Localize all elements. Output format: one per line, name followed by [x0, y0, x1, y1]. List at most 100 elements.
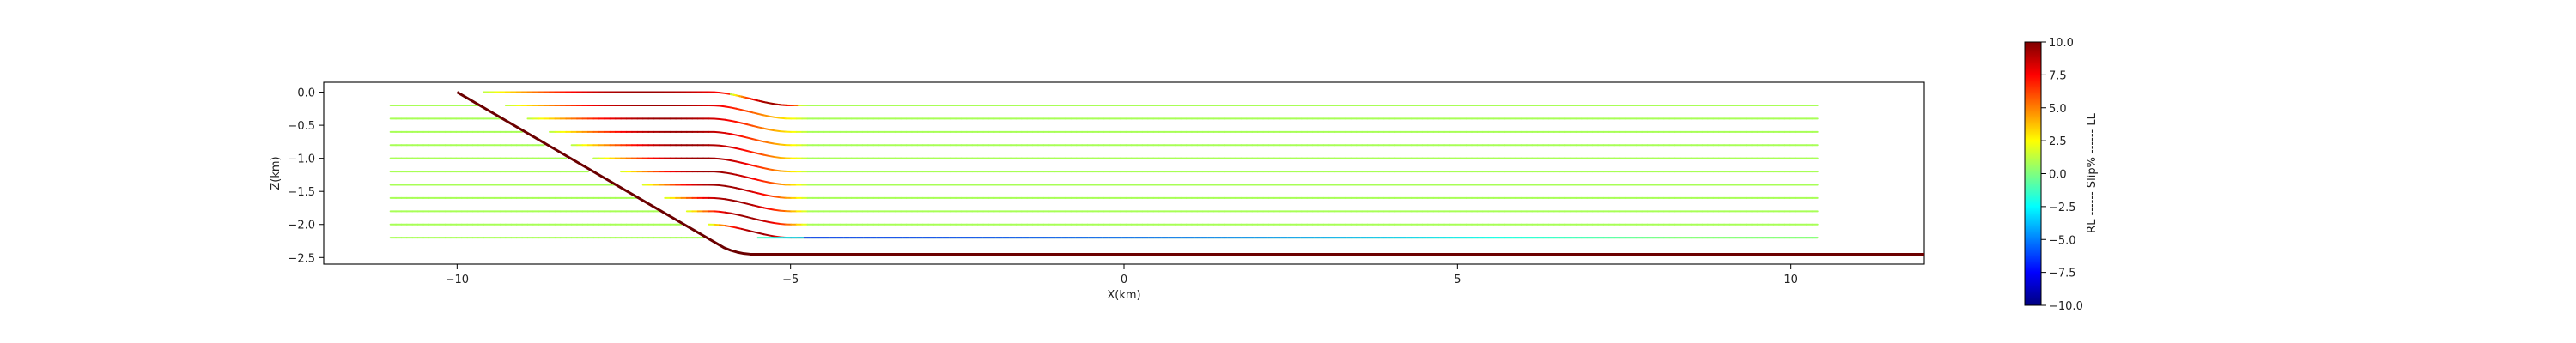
- y-tick-label: −1.0: [288, 153, 315, 166]
- horizon-segment: [730, 226, 738, 229]
- horizon-segment: [768, 129, 776, 132]
- horizon-segment: [756, 205, 765, 209]
- horizon-line: [389, 91, 1819, 106]
- horizon-segment: [719, 131, 726, 135]
- x-axis-label: X(km): [1107, 289, 1140, 302]
- horizon-segment: [762, 233, 770, 237]
- horizon-segment: [768, 141, 776, 145]
- horizon-segment: [779, 170, 787, 172]
- horizon-segment: [774, 222, 781, 226]
- horizon-segment: [774, 196, 781, 199]
- colorbar-tick-label: 2.5: [2049, 135, 2067, 148]
- colorbar-tick-label: 7.5: [2049, 69, 2067, 82]
- horizon-segment: [756, 153, 765, 156]
- colorbar-tick-label: 5.0: [2049, 103, 2067, 116]
- horizon-segment: [756, 165, 765, 170]
- horizon-segment: [724, 172, 732, 175]
- x-tick-label: −5: [782, 274, 799, 286]
- horizon-segment: [779, 223, 787, 226]
- x-tick-label: 0: [1121, 274, 1127, 286]
- colorbar-tick-label: −7.5: [2049, 268, 2076, 280]
- horizon-segment: [774, 129, 781, 133]
- horizon-segment: [730, 119, 738, 123]
- horizon-segment: [779, 183, 787, 186]
- horizon-line: [389, 184, 1819, 199]
- horizon-line: [389, 171, 1819, 186]
- horizon-segment: [724, 211, 732, 214]
- horizon-segment: [719, 224, 726, 227]
- horizon-segment: [740, 161, 749, 165]
- y-tick-label: −1.5: [288, 186, 315, 199]
- horizon-segment: [746, 149, 754, 153]
- horizon-line: [389, 104, 1819, 120]
- horizon-segment: [779, 196, 787, 199]
- horizon-segment: [735, 134, 743, 138]
- horizon-segment: [719, 144, 726, 147]
- horizon-segment: [730, 133, 738, 136]
- horizon-segment: [746, 176, 754, 180]
- horizon-segment: [735, 160, 743, 164]
- horizon-segment: [768, 208, 776, 211]
- horizon-segment: [779, 143, 787, 147]
- horizon-segment: [746, 216, 754, 220]
- horizon-segment: [751, 111, 759, 115]
- y-tick-label: 0.0: [297, 87, 315, 100]
- colorbar: 10.0 7.5 5.0 2.5 0.0 −2.5 −5.0 −7.5 −10.0 RL ---…: [2024, 37, 2099, 313]
- horizon-segment: [751, 124, 759, 129]
- x-tick-label: 10: [1783, 274, 1798, 286]
- y-axis-label: Z(km): [270, 156, 283, 190]
- horizon-segment: [746, 202, 754, 207]
- horizon-segment: [746, 110, 754, 114]
- y-tick-label: −2.5: [288, 252, 315, 265]
- horizon-segment: [724, 184, 732, 188]
- colorbar-label: RL ------ Slip% ------ LL: [2086, 112, 2099, 232]
- colorbar-tick-label: 10.0: [2049, 37, 2074, 50]
- horizon-segment: [719, 117, 726, 121]
- horizon-segment: [730, 199, 738, 202]
- horizon-line: [389, 210, 1819, 226]
- y-tick-label: −2.0: [288, 220, 315, 232]
- horizon-segment: [751, 151, 759, 155]
- horizon-segment: [762, 220, 770, 224]
- horizon-segment: [724, 105, 732, 109]
- horizon-segment: [774, 208, 781, 212]
- horizon-segment: [762, 141, 770, 144]
- horizon-line: [389, 117, 1819, 133]
- x-tick-label: 5: [1454, 274, 1461, 286]
- x-tick-label: −10: [446, 274, 469, 286]
- horizon-line: [729, 93, 799, 106]
- horizon-segment: [746, 136, 754, 141]
- horizon-segment: [779, 130, 787, 133]
- horizon-segment: [762, 167, 770, 171]
- horizon-segment: [719, 197, 726, 201]
- colorbar-tick-label: −10.0: [2049, 300, 2083, 313]
- horizon-segment: [751, 231, 759, 234]
- horizon-segment: [740, 148, 749, 152]
- horizon-segment: [740, 188, 749, 192]
- horizon-segment: [751, 204, 759, 208]
- x-axis: −10 −5 0 5 10: [446, 264, 1798, 286]
- horizon-segment: [746, 163, 754, 166]
- colorbar-tick-label: 0.0: [2049, 169, 2067, 182]
- horizon-lines: [389, 91, 1819, 239]
- horizon-segment: [735, 121, 743, 124]
- colorbar-gradient: [2024, 41, 2042, 306]
- horizon-segment: [762, 193, 770, 197]
- horizon-segment: [774, 142, 781, 146]
- horizon-segment: [730, 146, 738, 149]
- horizon-segment: [756, 192, 765, 196]
- horizon-segment: [768, 154, 776, 159]
- plot-frame: [323, 81, 1925, 265]
- horizon-line: [389, 157, 1819, 173]
- horizon-segment: [751, 178, 759, 181]
- colorbar-tick-label: −5.0: [2049, 234, 2076, 247]
- horizon-segment: [740, 122, 749, 126]
- horizon-segment: [762, 114, 770, 117]
- horizon-segment: [768, 221, 776, 225]
- horizon-segment: [735, 173, 743, 178]
- horizon-segment: [751, 138, 759, 141]
- horizon-segment: [740, 109, 749, 112]
- horizon-segment: [774, 169, 781, 172]
- horizon-segment: [740, 227, 749, 232]
- horizon-segment: [762, 153, 770, 157]
